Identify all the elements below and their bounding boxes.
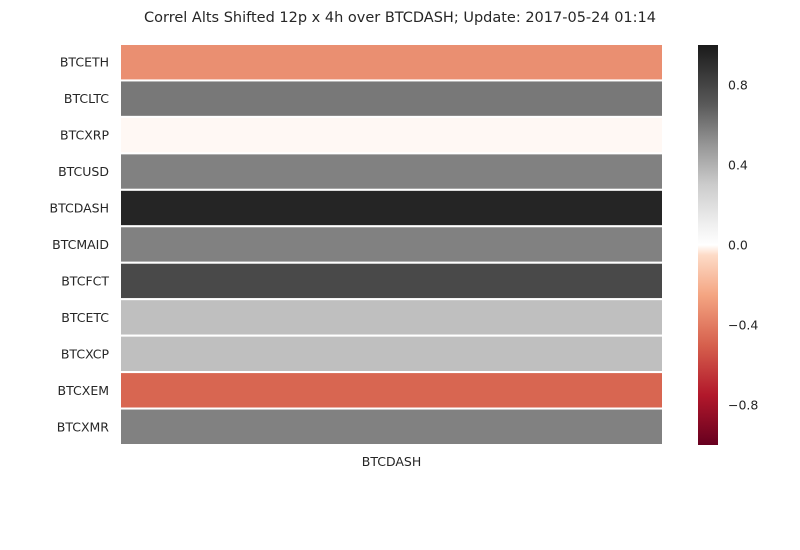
row-label-btcfct: BTCFCT: [61, 273, 109, 288]
colorbar-ticks: 0.8 0.4 0.0 −0.4 −0.8: [728, 78, 758, 413]
heatmap-cell-btceth: [119, 43, 664, 82]
colorbar-tick-label: −0.8: [728, 398, 758, 413]
row-label-btcxem: BTCXEM: [58, 383, 109, 398]
heatmap-cells: [119, 43, 664, 446]
column-label-btcdash: BTCDASH: [362, 454, 422, 469]
row-label-btceth: BTCETH: [60, 55, 109, 70]
heatmap-cell-btcxmr: [119, 407, 664, 446]
row-label-btcdash: BTCDASH: [50, 201, 110, 216]
column-labels: BTCDASH: [362, 454, 422, 469]
heatmap-cell-btcmaid: [119, 225, 664, 264]
row-label-btcmaid: BTCMAID: [52, 237, 109, 252]
heatmap-cell-btcfct: [119, 261, 664, 301]
heatmap-cell-btcxrp: [119, 115, 664, 155]
colorbar-tick-label: 0.8: [728, 78, 748, 93]
row-label-btcxmr: BTCXMR: [57, 419, 110, 434]
heatmap-cell-btcltc: [119, 79, 664, 118]
row-label-btcusd: BTCUSD: [58, 164, 109, 179]
heatmap-cell-btcusd: [119, 152, 664, 191]
row-label-btcxcp: BTCXCP: [61, 346, 110, 361]
colorbar-tick-label: 0.0: [728, 238, 748, 253]
row-labels: BTCETH BTCLTC BTCXRP BTCUSD BTCDASH BTCMAID BT…: [50, 55, 110, 435]
heatmap-cell-btcetc: [119, 298, 664, 337]
heatmap-cell-btcdash: [119, 188, 664, 228]
row-label-btcxrp: BTCXRP: [60, 128, 109, 143]
row-label-btcltc: BTCLTC: [64, 91, 109, 106]
colorbar-tick-label: −0.4: [728, 318, 758, 333]
heatmap-cell-btcxcp: [119, 334, 664, 374]
colorbar: [698, 45, 718, 445]
colorbar-tick-label: 0.4: [728, 158, 748, 173]
chart-title: Correl Alts Shifted 12p x 4h over BTCDAS…: [144, 10, 656, 26]
heatmap-cell-btcxem: [119, 371, 664, 410]
row-label-btcetc: BTCETC: [61, 310, 109, 325]
